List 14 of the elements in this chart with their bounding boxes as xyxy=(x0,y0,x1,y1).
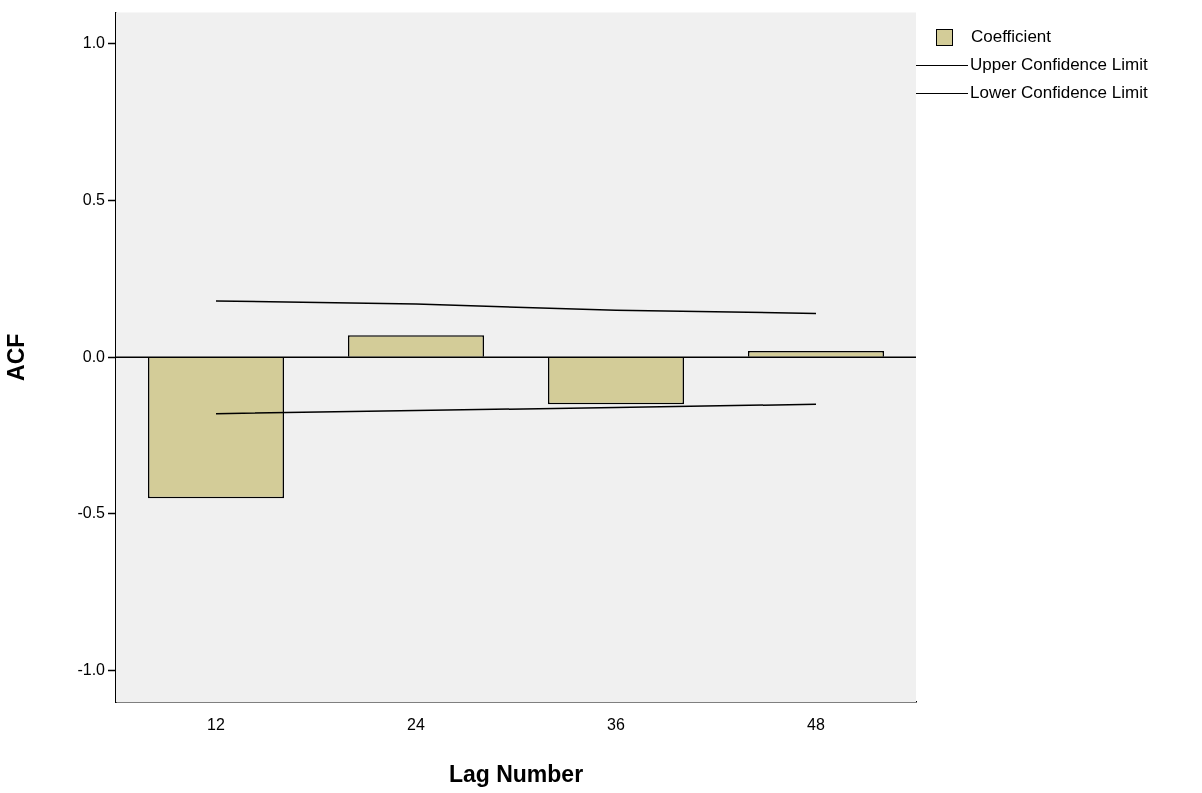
x-tick-label: 24 xyxy=(407,716,425,734)
y-tick-label: -1.0 xyxy=(77,661,106,679)
legend-label: Coefficient xyxy=(971,26,1052,48)
y-tick-label: 1.0 xyxy=(82,34,106,52)
legend-label: Lower Confidence Limit xyxy=(970,82,1148,104)
x-tick-label: 36 xyxy=(607,716,625,734)
x-tick-label: 12 xyxy=(207,716,225,734)
legend-label: Upper Confidence Limit xyxy=(970,54,1148,76)
y-tick-label: 0.5 xyxy=(82,191,106,209)
y-tick-label: 0.0 xyxy=(82,347,106,365)
y-axis-title: ACF xyxy=(3,333,30,381)
x-tick-label: 48 xyxy=(807,716,825,734)
y-tick-label: -0.5 xyxy=(77,504,106,522)
x-axis-title: Lag Number xyxy=(448,760,584,787)
